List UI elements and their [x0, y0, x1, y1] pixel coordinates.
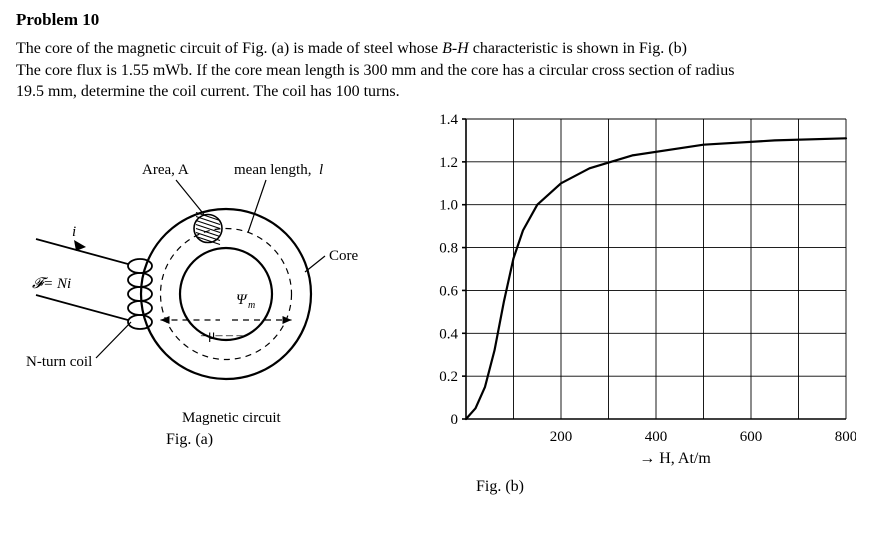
t1i: B-H	[442, 40, 469, 57]
svg-text:0.2: 0.2	[439, 369, 458, 385]
svg-text:𝓕= Ni: 𝓕= Ni	[32, 276, 71, 292]
svg-text:0.6: 0.6	[439, 283, 458, 299]
t1: The core of the magnetic circuit of Fig.…	[16, 40, 438, 57]
svg-text:400: 400	[645, 429, 668, 445]
svg-text:800: 800	[835, 429, 856, 445]
svg-text:1.2: 1.2	[439, 155, 458, 171]
svg-text:m: m	[248, 300, 255, 311]
svg-text:Magnetic circuit: Magnetic circuit	[182, 410, 282, 426]
svg-text:l: l	[319, 162, 323, 178]
svg-text:1.0: 1.0	[439, 197, 458, 213]
svg-text:–μ– – –: –μ– – –	[200, 328, 245, 343]
svg-text:→ H, At/m: → H, At/m	[639, 450, 711, 467]
svg-text:600: 600	[740, 429, 763, 445]
t3: 19.5 mm, determine the coil current. The…	[16, 83, 400, 100]
t2: The core flux is 1.55 mWb. If the core m…	[16, 62, 734, 79]
svg-text:Ψ: Ψ	[236, 292, 248, 308]
figure-a: –μ– – – Area, A mean length, l Core Ψm i 𝓕= Ni N…	[16, 134, 416, 434]
figure-b-chart: 0 0.2 0.4 0.6 0.8 1.0 1.2 1.4 200 400 600 800 → H, A…	[416, 109, 856, 469]
problem-label: Problem 10	[16, 10, 871, 30]
svg-text:0.8: 0.8	[439, 240, 458, 256]
svg-text:1.4: 1.4	[439, 112, 458, 128]
fig-b-label: Fig. (b)	[476, 478, 871, 496]
svg-text:mean length,: mean length,	[234, 162, 311, 178]
svg-text:i: i	[72, 224, 76, 240]
problem-text: The core of the magnetic circuit of Fig.…	[16, 38, 871, 103]
svg-text:0: 0	[451, 412, 459, 428]
svg-text:Core: Core	[329, 248, 359, 264]
svg-text:N-turn coil: N-turn coil	[26, 354, 92, 370]
t1b: characteristic is shown in Fig. (b)	[469, 40, 687, 57]
svg-text:Area, A: Area, A	[142, 162, 189, 178]
svg-text:200: 200	[550, 429, 573, 445]
svg-text:0.4: 0.4	[439, 326, 458, 342]
